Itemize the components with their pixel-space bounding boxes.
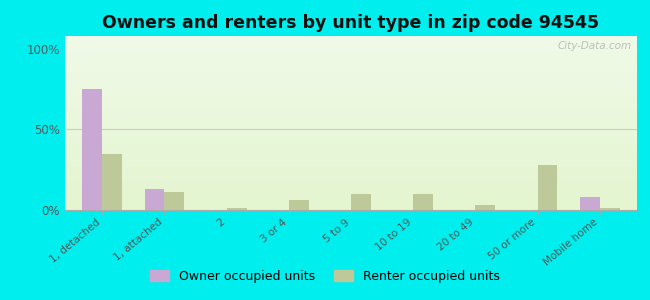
Text: City-Data.com: City-Data.com bbox=[557, 41, 631, 51]
Bar bbox=[600, 208, 619, 210]
Bar bbox=[83, 89, 102, 210]
Bar bbox=[413, 194, 433, 210]
Bar bbox=[102, 154, 122, 210]
Bar bbox=[227, 208, 246, 210]
Bar bbox=[289, 200, 309, 210]
Bar bbox=[164, 192, 185, 210]
Bar bbox=[144, 189, 164, 210]
Title: Owners and renters by unit type in zip code 94545: Owners and renters by unit type in zip c… bbox=[103, 14, 599, 32]
Legend: Owner occupied units, Renter occupied units: Owner occupied units, Renter occupied un… bbox=[146, 265, 504, 288]
Bar bbox=[538, 165, 558, 210]
Bar bbox=[580, 197, 600, 210]
Bar bbox=[351, 194, 371, 210]
Bar bbox=[475, 205, 495, 210]
